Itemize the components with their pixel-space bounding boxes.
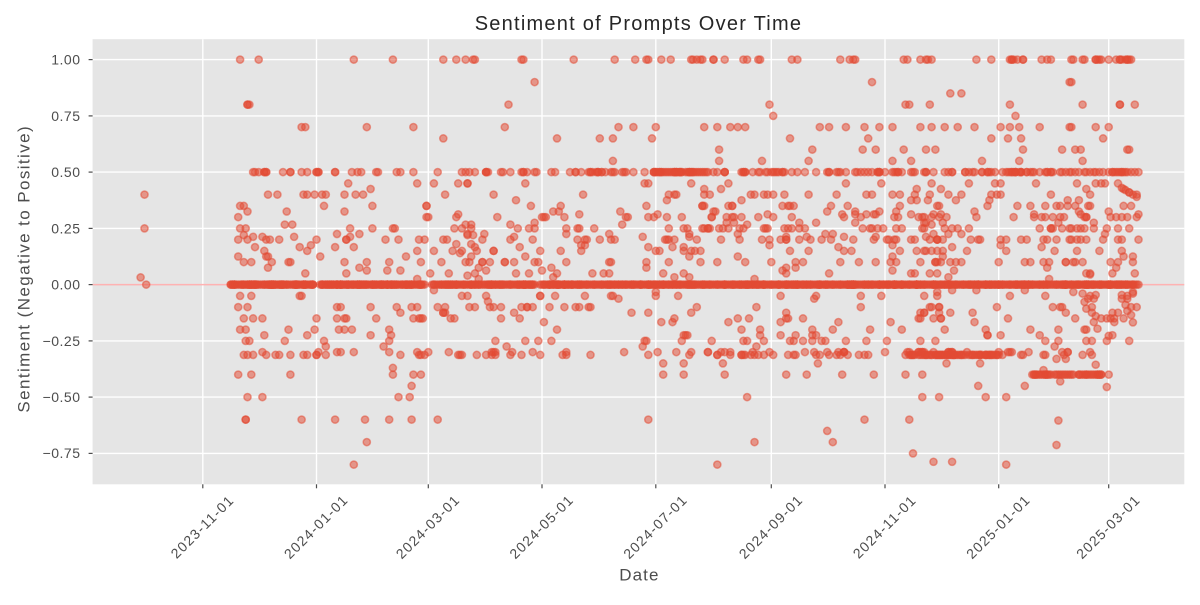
svg-text:Date: Date: [619, 566, 659, 585]
svg-text:0.00: 0.00: [51, 277, 80, 293]
svg-text:0.75: 0.75: [51, 108, 80, 124]
svg-text:Sentiment of Prompts Over Time: Sentiment of Prompts Over Time: [475, 13, 803, 35]
svg-text:0.50: 0.50: [51, 164, 80, 180]
svg-text:−0.50: −0.50: [43, 389, 81, 405]
svg-text:Sentiment (Negative to Positiv: Sentiment (Negative to Positive): [15, 125, 34, 413]
svg-text:0.25: 0.25: [51, 220, 80, 236]
svg-text:−0.25: −0.25: [43, 333, 81, 349]
svg-text:−0.75: −0.75: [43, 445, 81, 461]
svg-text:1.00: 1.00: [51, 52, 80, 68]
